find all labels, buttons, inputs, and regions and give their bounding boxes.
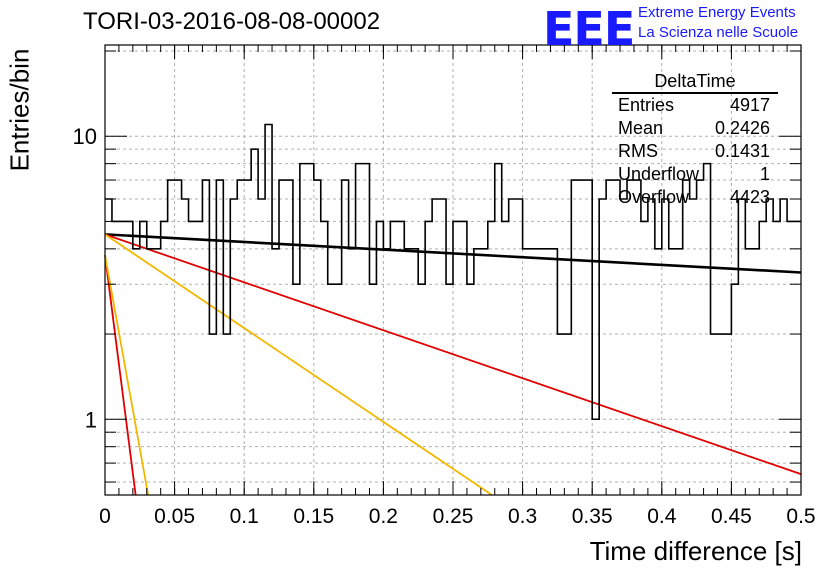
tick-labels: 0 0.05 0.1 0.15 0.2 0.25 0.3 0.35 0.4 0.45 0.5 1 10 <box>73 124 816 528</box>
logo-tagline-2: La Scienza nelle Scuole <box>638 24 799 41</box>
x-tick-label: 0.4 <box>647 505 677 528</box>
stats-value: 1 <box>759 164 770 184</box>
stats-label: Overflow <box>618 187 690 207</box>
x-tick-label: 0 <box>99 505 111 528</box>
x-tick-label: 0.2 <box>369 505 398 528</box>
stats-row-rms: RMS 0.1431 <box>612 140 778 163</box>
stats-box: DeltaTime Entries 4917 Mean 0.2426 RMS 0… <box>612 70 778 209</box>
stats-title: DeltaTime <box>612 70 778 94</box>
x-axis-label: Time difference [s] <box>589 536 802 566</box>
stats-row-entries: Entries 4917 <box>612 94 778 117</box>
plot-frame <box>104 44 802 496</box>
x-tick-label: 0.45 <box>711 505 752 528</box>
fit-curve <box>104 233 493 496</box>
x-tick-label: 0.5 <box>786 505 815 528</box>
fit-curve <box>104 254 150 496</box>
x-tick-label: 0.3 <box>508 505 537 528</box>
chart-title: TORI-03-2016-08-08-00002 <box>83 8 381 35</box>
x-tick-label: 0.1 <box>230 505 259 528</box>
x-tick-label: 0.25 <box>433 505 474 528</box>
stats-row-mean: Mean 0.2426 <box>612 117 778 140</box>
y-axis-label: Entries/bin <box>4 48 35 172</box>
stats-label: Entries <box>618 95 675 115</box>
x-tick-label: 0.15 <box>293 505 334 528</box>
logo-tagline-1: Extreme Energy Events <box>638 4 796 21</box>
stats-value: 0.2426 <box>714 118 770 138</box>
eee-logo: EEE <box>543 2 635 56</box>
stats-row-overflow: Overflow 4423 <box>612 186 778 209</box>
fit-curve <box>104 255 137 496</box>
x-tick-label: 0.05 <box>154 505 195 528</box>
stats-value: 4917 <box>729 95 770 115</box>
y-tick-label: 1 <box>85 407 97 432</box>
stats-label: Mean <box>618 118 664 138</box>
y-tick-label: 10 <box>73 124 97 149</box>
histogram-line <box>105 123 801 421</box>
stats-label: Underflow <box>618 164 700 184</box>
histogram-series <box>105 123 801 421</box>
axes <box>104 44 802 496</box>
stats-label: RMS <box>618 141 658 161</box>
stats-value: 4423 <box>729 187 770 207</box>
stats-row-underflow: Underflow 1 <box>612 163 778 186</box>
x-tick-label: 0.35 <box>572 505 613 528</box>
fit-curve <box>104 233 802 475</box>
stats-value: 0.1431 <box>714 141 770 161</box>
